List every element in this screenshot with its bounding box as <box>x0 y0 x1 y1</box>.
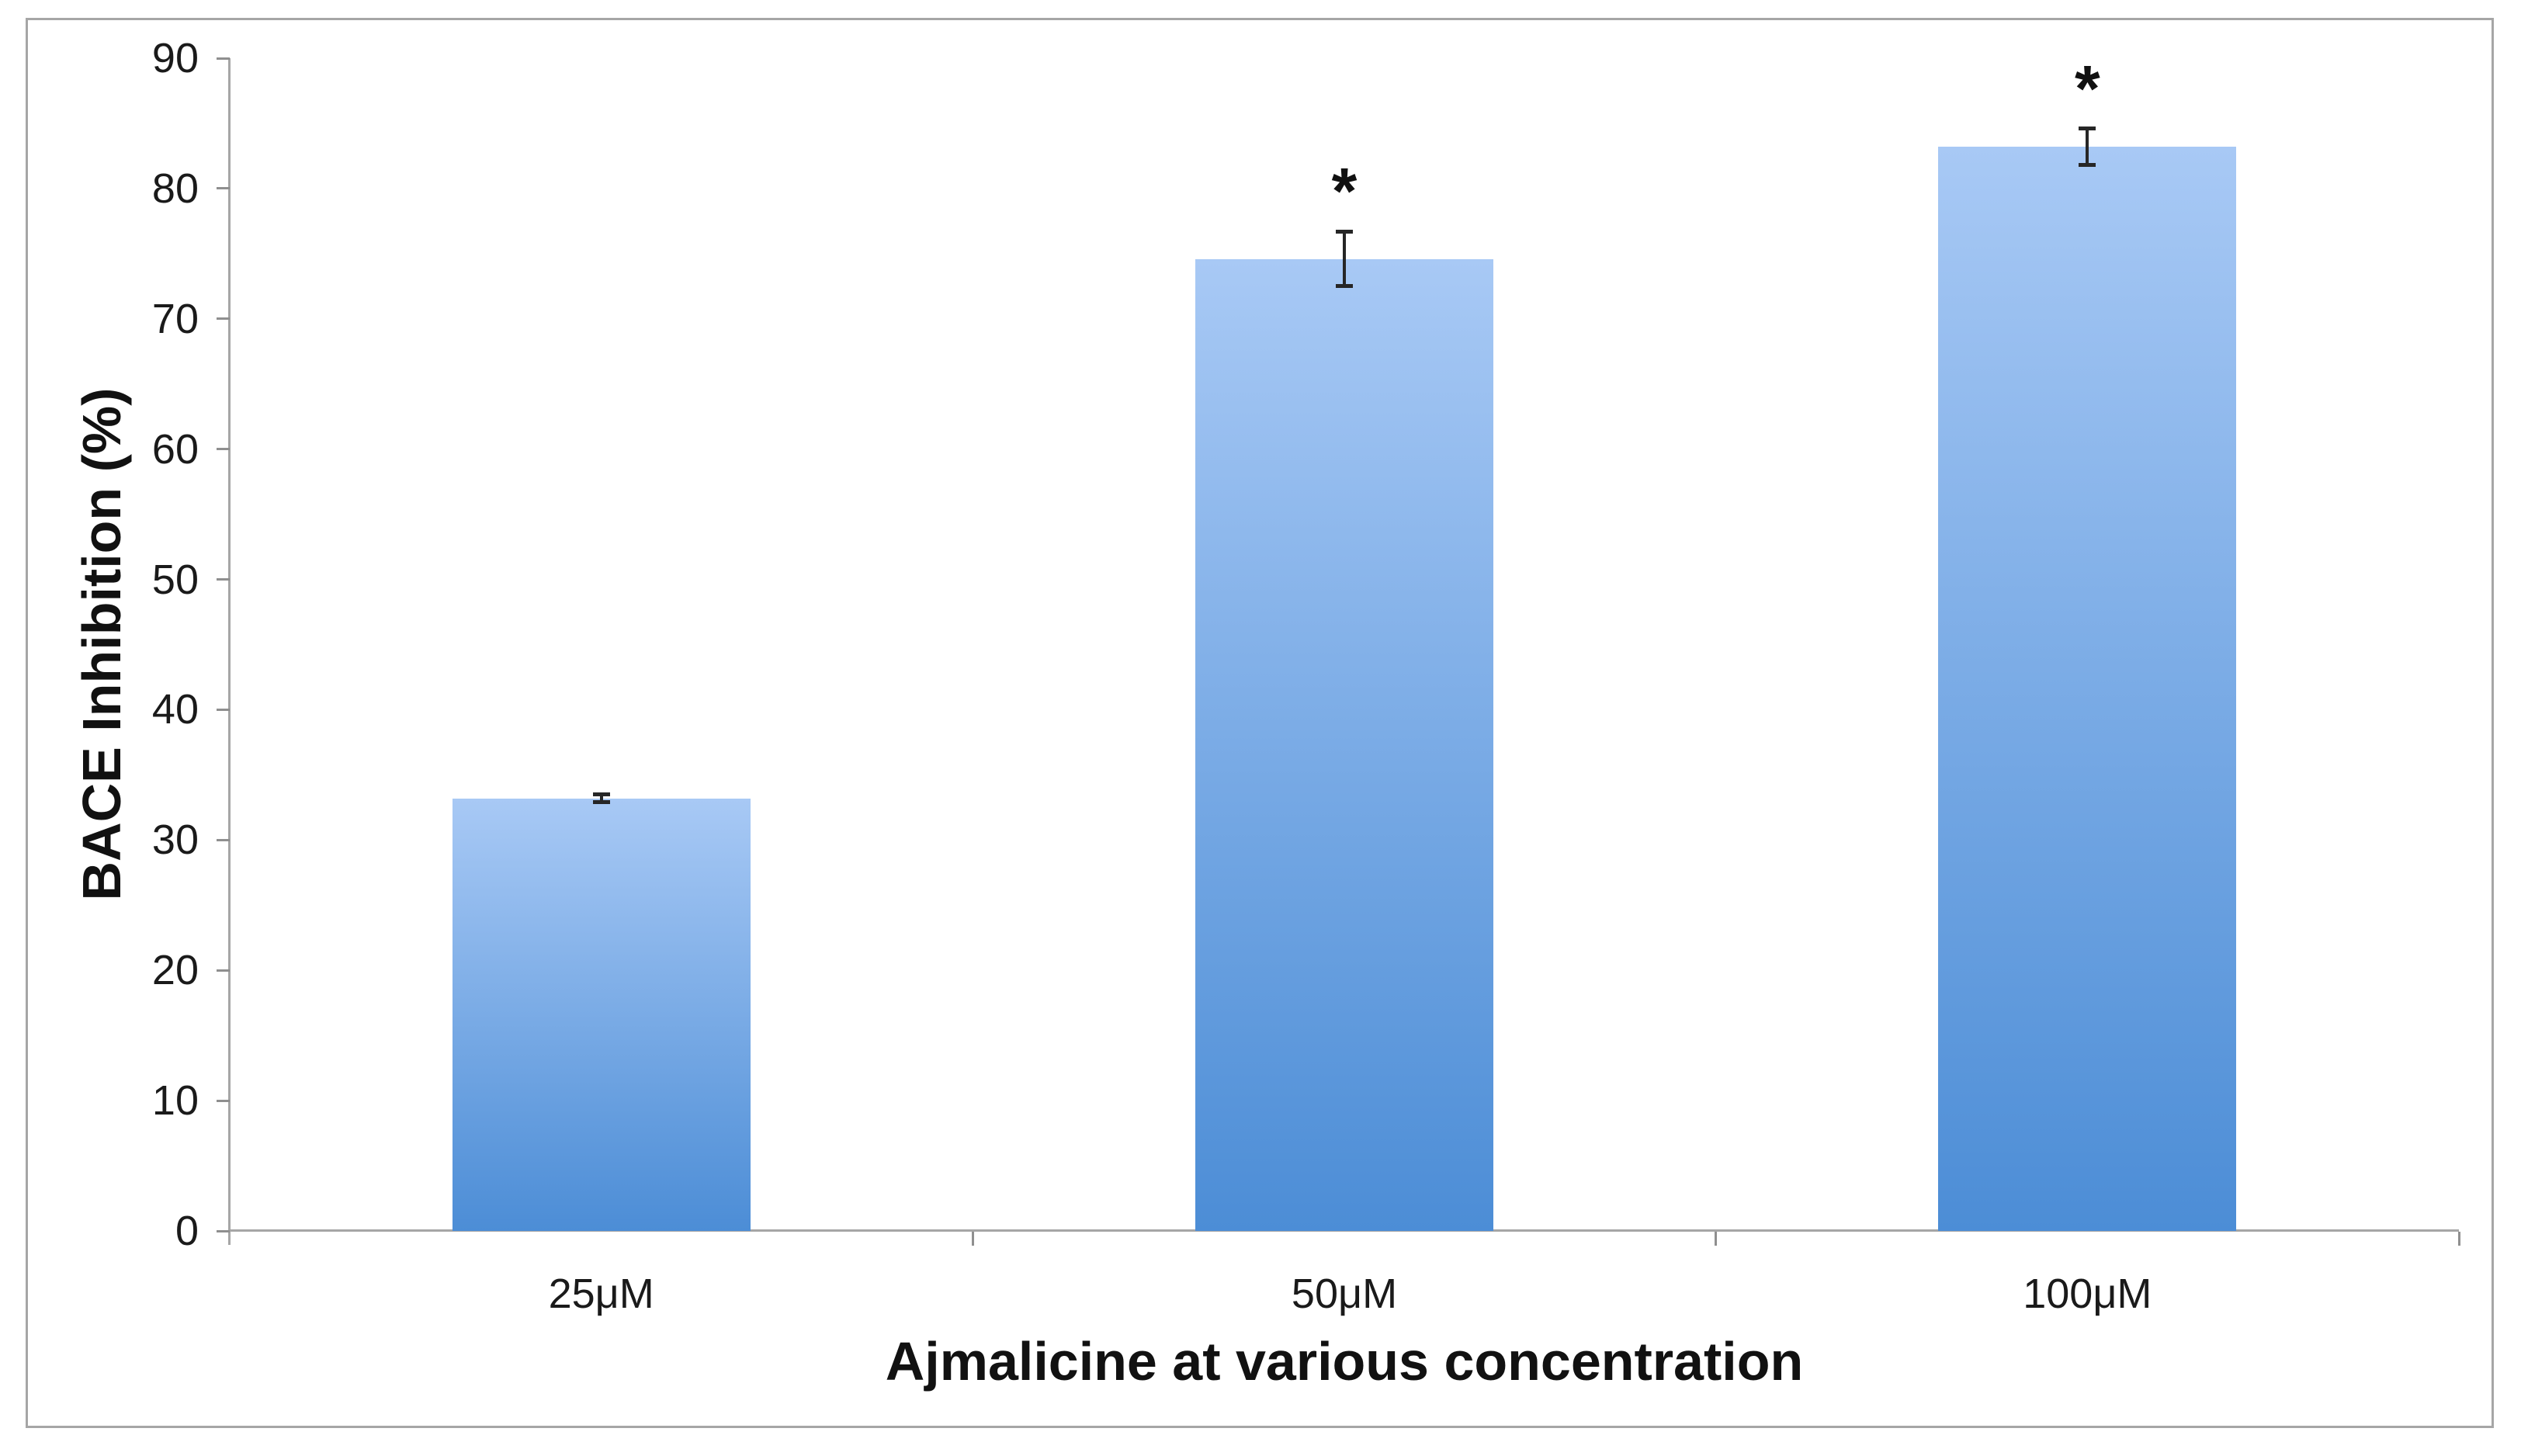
y-tick-label: 90 <box>151 35 199 81</box>
y-axis-tick <box>217 708 230 711</box>
y-axis-tick <box>217 1229 230 1232</box>
y-axis-tick <box>217 187 230 190</box>
bar-50μM <box>1195 258 1493 1231</box>
error-bar-cap-bottom <box>1336 284 1353 289</box>
y-tick-label: 80 <box>151 165 199 212</box>
error-bar-line <box>1343 231 1346 286</box>
y-tick-label: 30 <box>151 816 199 864</box>
y-axis-tick <box>217 448 230 451</box>
y-axis-line <box>228 58 231 1245</box>
x-tick-label: 50μM <box>1291 1271 1398 1317</box>
y-axis-tick <box>217 578 230 581</box>
bar-100μM <box>1938 147 2237 1231</box>
error-bar-cap-top <box>2079 127 2096 131</box>
error-bar-cap-bottom <box>592 800 610 805</box>
x-tick-label: 100μM <box>2023 1271 2152 1317</box>
x-axis-tick <box>2457 1232 2460 1246</box>
y-tick-label: 10 <box>151 1077 199 1125</box>
y-tick-label: 60 <box>151 425 199 473</box>
x-tick-label: 25μM <box>548 1271 654 1317</box>
y-axis-tick <box>217 57 230 60</box>
error-bar-line <box>599 794 603 803</box>
significance-asterisk: * <box>2074 51 2100 125</box>
error-bar-cap-bottom <box>2079 163 2096 168</box>
error-bar-line <box>2086 128 2089 165</box>
y-axis-tick <box>217 317 230 321</box>
y-tick-label: 0 <box>175 1208 199 1254</box>
x-axis-tick <box>971 1232 974 1246</box>
bar-25μM <box>452 798 751 1231</box>
y-tick-label: 50 <box>151 556 199 603</box>
x-axis-tick <box>1715 1232 1718 1246</box>
y-axis-tick <box>217 1099 230 1102</box>
significance-asterisk: * <box>1331 154 1358 228</box>
error-bar-cap-top <box>1336 229 1353 234</box>
error-bar-cap-top <box>592 792 610 797</box>
y-axis-tick <box>217 969 230 972</box>
y-tick-label: 70 <box>151 295 199 342</box>
y-axis-tick <box>217 838 230 841</box>
x-axis-title: Ajmalicine at various concentration <box>885 1331 1804 1392</box>
y-tick-label: 40 <box>151 686 199 733</box>
y-tick-label: 20 <box>151 947 199 994</box>
